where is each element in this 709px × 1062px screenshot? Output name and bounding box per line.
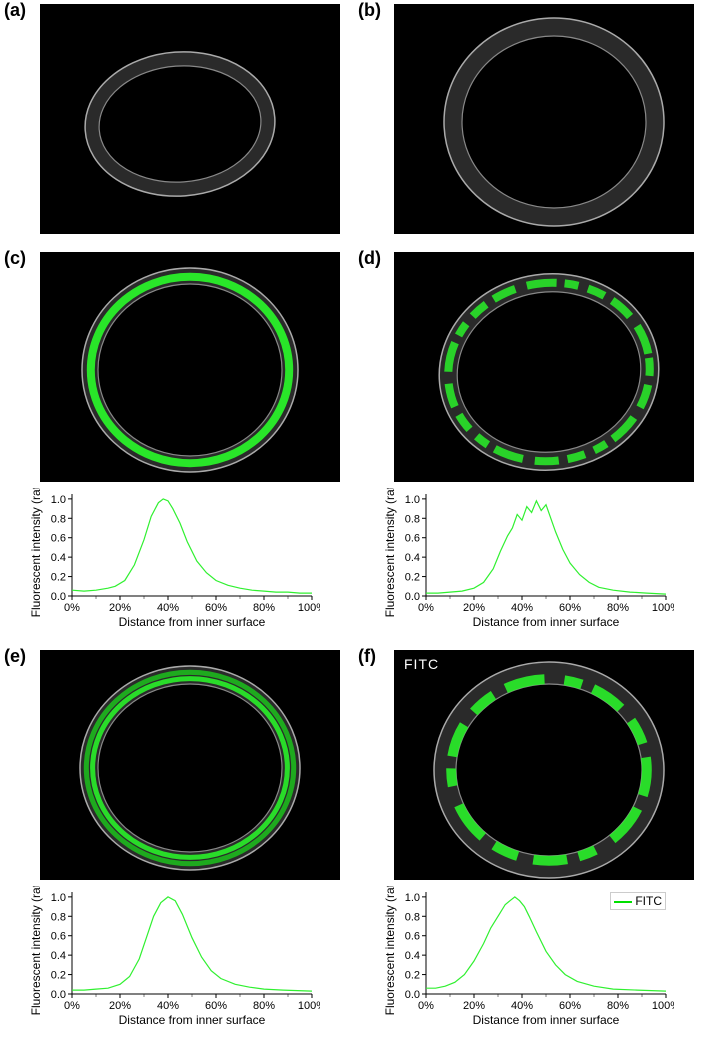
svg-text:Fluorescent intensity (ratio): Fluorescent intensity (ratio)	[30, 488, 43, 617]
svg-text:0.0: 0.0	[405, 989, 420, 1001]
micrograph-d	[394, 252, 694, 482]
svg-text:Distance from inner surface: Distance from inner surface	[119, 1013, 266, 1026]
svg-text:0.6: 0.6	[51, 931, 66, 943]
svg-text:0.2: 0.2	[405, 970, 420, 982]
micrograph-b	[394, 4, 694, 234]
fitc-overlay-label: FITC	[404, 656, 439, 672]
svg-text:100%: 100%	[652, 602, 674, 614]
row-cd: (c) 0% 20% 40% 60% 80% 100% 0.0 0.2 0.4 0.6 0.8 1.0…	[0, 248, 709, 628]
micrograph-c	[40, 252, 340, 482]
svg-text:0.6: 0.6	[405, 931, 420, 943]
svg-text:0.0: 0.0	[51, 989, 66, 1001]
svg-text:0.6: 0.6	[405, 533, 420, 545]
svg-text:0.2: 0.2	[405, 572, 420, 584]
panel-d: (d) 0% 20% 40% 60% 80% 100% 0.0 0.2 0.4 0.6 0.8 1.0…	[354, 248, 708, 628]
svg-text:40%: 40%	[157, 1000, 179, 1012]
row-ef: (e) 0% 20% 40% 60% 80% 100% 0.0 0.2 0.4 0.6 0.8 1.0…	[0, 646, 709, 1026]
panel-e: (e) 0% 20% 40% 60% 80% 100% 0.0 0.2 0.4 0.6 0.8 1.0…	[0, 646, 354, 1026]
panel-a: (a)	[0, 0, 354, 234]
svg-text:0.8: 0.8	[405, 513, 420, 525]
micrograph-f: FITC	[394, 650, 694, 880]
svg-text:60%: 60%	[559, 1000, 581, 1012]
svg-text:60%: 60%	[559, 602, 581, 614]
svg-text:0.0: 0.0	[405, 591, 420, 603]
chart-f: 0% 20% 40% 60% 80% 100% 0.0 0.2 0.4 0.6 0.8 1.0 Dist…	[384, 886, 674, 1026]
svg-text:100%: 100%	[298, 602, 320, 614]
panel-label-f: (f)	[358, 646, 376, 667]
svg-text:20%: 20%	[109, 602, 131, 614]
svg-text:0.6: 0.6	[51, 533, 66, 545]
chart-e: 0% 20% 40% 60% 80% 100% 0.0 0.2 0.4 0.6 0.8 1.0 Dist…	[30, 886, 320, 1026]
svg-text:0.4: 0.4	[405, 950, 420, 962]
svg-text:80%: 80%	[253, 1000, 275, 1012]
svg-text:Distance from inner surface: Distance from inner surface	[473, 1013, 620, 1026]
svg-text:0.8: 0.8	[405, 911, 420, 923]
svg-text:Distance from inner surface: Distance from inner surface	[473, 615, 620, 628]
svg-text:0%: 0%	[64, 602, 80, 614]
svg-text:0.2: 0.2	[51, 572, 66, 584]
chart-d: 0% 20% 40% 60% 80% 100% 0.0 0.2 0.4 0.6 0.8 1.0 Dist…	[384, 488, 674, 628]
panel-label-c: (c)	[4, 248, 26, 269]
svg-text:Fluorescent intensity (ratio): Fluorescent intensity (ratio)	[384, 886, 397, 1015]
svg-text:100%: 100%	[652, 1000, 674, 1012]
row-ab: (a) (b)	[0, 0, 709, 234]
svg-text:1.0: 1.0	[51, 892, 66, 904]
svg-text:100%: 100%	[298, 1000, 320, 1012]
panel-f: (f) FITC 0%20%40%60%80%100%0.00.20.40.60…	[354, 646, 708, 1026]
chart-c: 0% 20% 40% 60% 80% 100% 0.0 0.2 0.4 0.6 0.8 1.0 Dist…	[30, 488, 320, 628]
svg-text:1.0: 1.0	[51, 494, 66, 506]
svg-text:0.2: 0.2	[51, 970, 66, 982]
svg-text:60%: 60%	[205, 602, 227, 614]
svg-text:80%: 80%	[253, 602, 275, 614]
panel-b: (b)	[354, 0, 708, 234]
svg-text:20%: 20%	[109, 1000, 131, 1012]
svg-text:Fluorescent intensity (ratio): Fluorescent intensity (ratio)	[384, 488, 397, 617]
svg-text:0.4: 0.4	[51, 552, 66, 564]
figure: (a) (b) (c) 0%20%40%60%80%100%0.00.20.40…	[0, 0, 709, 1026]
svg-text:20%: 20%	[463, 1000, 485, 1012]
svg-text:1.0: 1.0	[405, 494, 420, 506]
panel-label-a: (a)	[4, 0, 26, 21]
svg-text:0%: 0%	[418, 1000, 434, 1012]
svg-text:40%: 40%	[511, 1000, 533, 1012]
svg-text:0.8: 0.8	[51, 513, 66, 525]
svg-text:20%: 20%	[463, 602, 485, 614]
micrograph-a	[40, 4, 340, 234]
svg-text:Distance from inner surface: Distance from inner surface	[119, 615, 266, 628]
svg-text:0.4: 0.4	[405, 552, 420, 564]
svg-text:Fluorescent intensity (ratio): Fluorescent intensity (ratio)	[30, 886, 43, 1015]
svg-text:0%: 0%	[418, 602, 434, 614]
panel-label-e: (e)	[4, 646, 26, 667]
panel-label-d: (d)	[358, 248, 381, 269]
panel-label-b: (b)	[358, 0, 381, 21]
svg-text:0.8: 0.8	[51, 911, 66, 923]
svg-text:80%: 80%	[607, 1000, 629, 1012]
svg-text:40%: 40%	[157, 602, 179, 614]
micrograph-e	[40, 650, 340, 880]
svg-text:1.0: 1.0	[405, 892, 420, 904]
svg-text:40%: 40%	[511, 602, 533, 614]
chart-legend: FITC	[610, 892, 666, 910]
svg-text:0.0: 0.0	[51, 591, 66, 603]
svg-text:80%: 80%	[607, 602, 629, 614]
svg-text:0%: 0%	[64, 1000, 80, 1012]
panel-c: (c) 0% 20% 40% 60% 80% 100% 0.0 0.2 0.4 0.6 0.8 1.0…	[0, 248, 354, 628]
svg-text:0.4: 0.4	[51, 950, 66, 962]
svg-text:60%: 60%	[205, 1000, 227, 1012]
